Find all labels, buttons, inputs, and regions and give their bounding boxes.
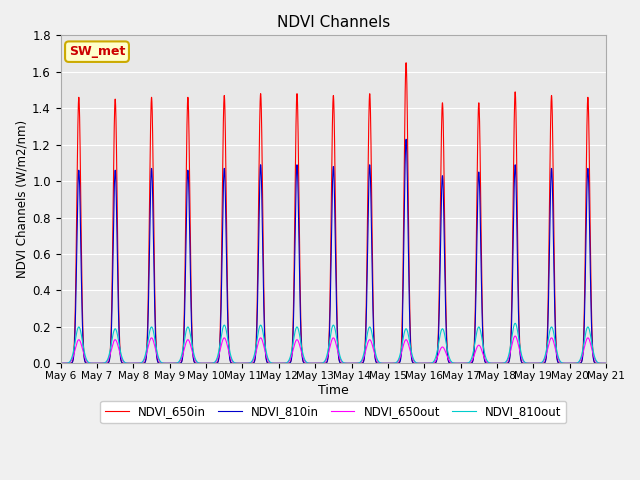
NDVI_650out	[173, 360, 181, 366]
NDVI_650out	[602, 360, 610, 366]
NDVI_810out	[486, 360, 494, 366]
Line: NDVI_810in: NDVI_810in	[61, 139, 606, 363]
NDVI_650out	[511, 333, 519, 339]
NDVI_650out	[600, 360, 608, 366]
NDVI_810out	[602, 360, 610, 366]
NDVI_650in	[57, 360, 65, 366]
NDVI_650in	[602, 360, 610, 366]
NDVI_650out	[57, 360, 65, 366]
NDVI_810out	[168, 360, 175, 366]
X-axis label: Time: Time	[318, 384, 349, 397]
NDVI_810in	[261, 338, 269, 344]
NDVI_810out	[57, 360, 65, 366]
NDVI_650out	[486, 360, 494, 366]
NDVI_810in	[402, 136, 410, 142]
Title: NDVI Channels: NDVI Channels	[276, 15, 390, 30]
NDVI_810in	[409, 360, 417, 365]
Y-axis label: NDVI Channels (W/m2/nm): NDVI Channels (W/m2/nm)	[15, 120, 28, 278]
NDVI_810out	[409, 353, 417, 359]
NDVI_650in	[402, 60, 410, 66]
Line: NDVI_650out: NDVI_650out	[61, 336, 606, 363]
NDVI_650in	[261, 330, 269, 336]
NDVI_810in	[57, 360, 65, 366]
Text: SW_met: SW_met	[69, 45, 125, 58]
NDVI_810out	[511, 321, 519, 326]
NDVI_810out	[600, 360, 608, 366]
NDVI_650out	[261, 348, 269, 353]
NDVI_650out	[409, 356, 417, 361]
Line: NDVI_650in: NDVI_650in	[61, 63, 606, 363]
NDVI_650in	[486, 360, 494, 366]
NDVI_810in	[602, 360, 610, 366]
NDVI_810in	[168, 360, 175, 366]
NDVI_810in	[486, 360, 494, 366]
NDVI_650in	[173, 360, 181, 366]
NDVI_810in	[173, 360, 181, 366]
Line: NDVI_810out: NDVI_810out	[61, 324, 606, 363]
Legend: NDVI_650in, NDVI_810in, NDVI_650out, NDVI_810out: NDVI_650in, NDVI_810in, NDVI_650out, NDV…	[100, 401, 566, 423]
NDVI_810in	[600, 360, 608, 366]
NDVI_810out	[173, 360, 181, 366]
NDVI_650in	[600, 360, 608, 366]
NDVI_650out	[168, 360, 175, 366]
NDVI_810out	[261, 341, 269, 347]
NDVI_650in	[409, 359, 417, 365]
NDVI_650in	[168, 360, 175, 366]
